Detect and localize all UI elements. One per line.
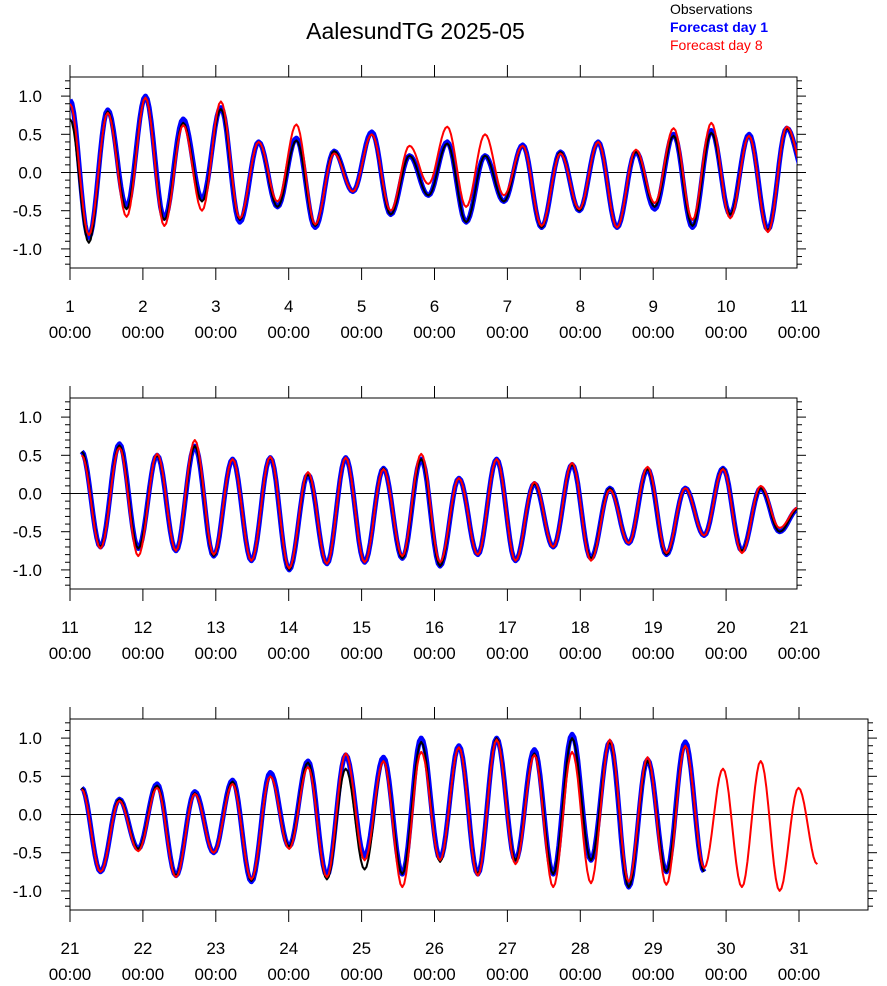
x-tick-label-time: 00:00 (122, 323, 165, 342)
x-tick-label-time: 00:00 (49, 644, 92, 663)
x-tick-label-time: 00:00 (778, 323, 821, 342)
x-tick-label-day: 9 (648, 297, 657, 316)
y-tick-label: -0.5 (13, 844, 42, 863)
y-tick-label: -1.0 (13, 561, 42, 580)
x-tick-label-day: 21 (790, 618, 809, 637)
x-tick-label-day: 30 (717, 939, 736, 958)
x-tick-label-day: 17 (498, 618, 517, 637)
x-tick-label-time: 00:00 (705, 965, 748, 984)
legend-forecast-day1: Forecast day 1 (670, 19, 769, 35)
series-forecast-day8 (80, 439, 797, 570)
legend-forecast-day8: Forecast day 8 (670, 37, 763, 53)
x-tick-label-day: 1 (65, 297, 74, 316)
x-tick-label-day: 26 (425, 939, 444, 958)
y-tick-label: -0.5 (13, 202, 42, 221)
y-tick-label: -1.0 (13, 240, 42, 259)
x-tick-label-time: 00:00 (705, 644, 748, 663)
x-tick-label-time: 00:00 (413, 323, 456, 342)
y-tick-label: -0.5 (13, 523, 42, 542)
x-tick-label-day: 4 (284, 297, 293, 316)
x-tick-label-time: 00:00 (413, 644, 456, 663)
x-tick-label-day: 31 (790, 939, 809, 958)
x-tick-label-time: 00:00 (559, 323, 602, 342)
x-tick-label-time: 00:00 (195, 323, 238, 342)
x-tick-label-day: 22 (133, 939, 152, 958)
x-tick-label-day: 21 (61, 939, 80, 958)
y-tick-label: 1.0 (18, 87, 42, 106)
x-tick-label-day: 5 (357, 297, 366, 316)
series-forecast-day1 (79, 441, 797, 573)
series-forecast-day8 (80, 738, 819, 892)
x-tick-label-time: 00:00 (778, 644, 821, 663)
x-tick-label-time: 00:00 (632, 323, 675, 342)
x-tick-label-time: 00:00 (632, 644, 675, 663)
y-tick-label: 0.5 (18, 767, 42, 786)
x-tick-label-time: 00:00 (559, 644, 602, 663)
legend: Observations Forecast day 1 Forecast day… (670, 0, 768, 54)
chart-title: AalesundTG 2025-05 (306, 18, 525, 44)
x-tick-label-day: 18 (571, 618, 590, 637)
legend-observations: Observations (670, 1, 753, 17)
panel-1: -1.0 -0.5 0.0 0.5 1.0 1 00:00 2 00:00 3 00:00 4 00:0… (13, 65, 821, 342)
series-observations (80, 737, 705, 889)
y-tick-label: 1.0 (18, 408, 42, 427)
x-tick-label-time: 00:00 (195, 965, 238, 984)
x-tick-label-time: 00:00 (122, 644, 165, 663)
x-tick-label-time: 00:00 (632, 965, 675, 984)
x-tick-label-day: 6 (430, 297, 439, 316)
x-tick-label-time: 00:00 (486, 644, 529, 663)
panel-2: -1.0 -0.5 0.0 0.5 1.0 11 00:00 12 00:00 13 00:00 14… (13, 386, 821, 663)
x-tick-label-time: 00:00 (486, 965, 529, 984)
x-tick-label-day: 24 (279, 939, 298, 958)
x-tick-label-day: 25 (352, 939, 371, 958)
x-tick-label-time: 00:00 (559, 965, 602, 984)
y-tick-label: 0.0 (18, 485, 42, 504)
x-tick-label-day: 29 (644, 939, 663, 958)
x-tick-label-day: 3 (211, 297, 220, 316)
x-tick-label-time: 00:00 (340, 644, 383, 663)
x-tick-label-day: 28 (571, 939, 590, 958)
y-tick-label: 0.0 (18, 164, 42, 183)
x-tick-label-time: 00:00 (340, 323, 383, 342)
x-tick-label-day: 14 (279, 618, 298, 637)
x-tick-label-time: 00:00 (486, 323, 529, 342)
x-tick-label-day: 7 (503, 297, 512, 316)
x-tick-label-time: 00:00 (705, 323, 748, 342)
x-tick-label-day: 11 (790, 297, 808, 316)
y-tick-label: -1.0 (13, 882, 42, 901)
x-tick-label-time: 00:00 (340, 965, 383, 984)
x-tick-label-time: 00:00 (267, 965, 310, 984)
x-tick-label-day: 12 (133, 618, 152, 637)
x-tick-label-day: 27 (498, 939, 517, 958)
x-tick-label-time: 00:00 (49, 323, 92, 342)
y-tick-label: 0.5 (18, 446, 42, 465)
panel-3: -1.0 -0.5 0.0 0.5 1.0 21 00:00 22 00:00 23 00:00 24… (13, 707, 877, 984)
x-tick-label-time: 00:00 (267, 323, 310, 342)
x-tick-label-day: 19 (644, 618, 663, 637)
x-tick-label-day: 13 (206, 618, 225, 637)
y-tick-label: 0.0 (18, 806, 42, 825)
y-tick-label: 1.0 (18, 729, 42, 748)
x-tick-label-day: 20 (717, 618, 736, 637)
y-tick-label: 0.5 (18, 125, 42, 144)
x-tick-label-day: 11 (61, 618, 79, 637)
x-tick-label-time: 00:00 (267, 644, 310, 663)
x-tick-label-time: 00:00 (413, 965, 456, 984)
x-tick-label-day: 10 (717, 297, 736, 316)
x-tick-label-day: 23 (206, 939, 225, 958)
x-tick-label-time: 00:00 (778, 965, 821, 984)
series-forecast-day8 (70, 96, 797, 237)
x-tick-label-time: 00:00 (49, 965, 92, 984)
x-tick-label-day: 8 (576, 297, 585, 316)
x-tick-label-time: 00:00 (122, 965, 165, 984)
x-tick-label-time: 00:00 (195, 644, 238, 663)
x-tick-label-day: 16 (425, 618, 444, 637)
x-tick-label-day: 2 (138, 297, 147, 316)
x-tick-label-day: 15 (352, 618, 371, 637)
